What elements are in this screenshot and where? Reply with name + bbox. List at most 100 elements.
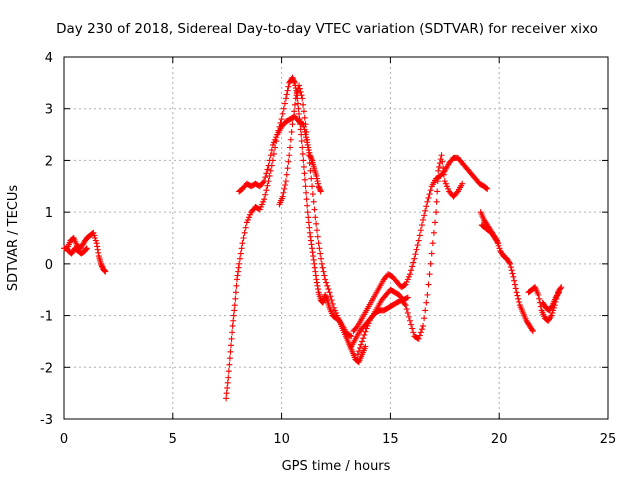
data-point	[412, 251, 419, 258]
data-point	[529, 326, 536, 333]
data-point	[302, 183, 309, 190]
data-point	[318, 260, 325, 267]
data-point	[232, 295, 239, 302]
series-seg3a	[350, 154, 491, 335]
x-tick-label: 20	[491, 432, 508, 447]
data-point	[423, 299, 430, 306]
data-point	[417, 227, 424, 234]
series-seg4b	[478, 222, 502, 247]
y-tick-label: 2	[45, 154, 53, 169]
data-point	[514, 292, 521, 299]
data-point	[314, 233, 321, 240]
data-point	[453, 189, 460, 196]
data-point	[297, 88, 304, 95]
data-point	[263, 170, 270, 177]
data-point	[312, 214, 319, 221]
y-axis-label: SDTVAR / TECUs	[6, 185, 21, 292]
data-marks	[61, 74, 565, 402]
data-point	[270, 139, 277, 146]
data-point	[237, 250, 244, 257]
data-point	[515, 295, 522, 302]
data-point	[304, 144, 311, 151]
data-point	[418, 222, 425, 229]
data-point	[513, 289, 520, 296]
data-point	[421, 315, 428, 322]
y-tick-label: 1	[45, 206, 53, 221]
series-seg2c	[276, 82, 355, 340]
data-point	[264, 166, 271, 173]
data-point	[291, 108, 298, 115]
data-point	[509, 270, 516, 277]
data-point	[279, 110, 286, 117]
data-point	[459, 180, 466, 187]
data-point	[238, 245, 245, 252]
data-point	[422, 207, 429, 214]
y-tick-label: -3	[40, 413, 53, 428]
series-seg1a	[61, 229, 109, 275]
data-point	[257, 203, 264, 210]
data-point	[410, 329, 417, 336]
data-point	[241, 229, 248, 236]
data-point	[317, 250, 324, 257]
data-point	[429, 240, 436, 247]
data-point	[425, 194, 432, 201]
data-point	[414, 242, 421, 249]
plot-frame	[63, 56, 609, 420]
data-point	[262, 191, 269, 198]
data-point	[92, 235, 99, 241]
data-point	[303, 196, 310, 203]
data-point	[347, 332, 354, 339]
data-point	[356, 344, 363, 351]
data-point	[424, 291, 431, 298]
data-point	[507, 260, 514, 267]
chart-title: Day 230 of 2018, Sidereal Day-to-day VTE…	[56, 21, 598, 37]
data-point	[272, 136, 279, 143]
data-point	[428, 250, 435, 257]
data-point	[300, 163, 307, 170]
data-point	[334, 312, 341, 319]
data-point	[535, 291, 542, 298]
data-point	[305, 219, 312, 226]
data-point	[330, 304, 337, 311]
data-point	[324, 282, 331, 289]
data-point	[511, 277, 518, 284]
data-point	[90, 229, 97, 236]
data-point	[331, 307, 338, 314]
data-point	[286, 152, 293, 159]
data-point	[226, 361, 233, 368]
data-point	[266, 157, 273, 164]
data-point	[239, 240, 246, 247]
data-point	[224, 379, 231, 386]
data-point	[556, 289, 563, 296]
data-point	[405, 313, 412, 320]
data-point	[283, 171, 290, 178]
data-point	[296, 110, 303, 117]
data-point	[555, 290, 562, 297]
data-point	[423, 203, 430, 210]
data-point	[354, 351, 361, 358]
data-point	[303, 189, 310, 196]
data-point	[269, 141, 276, 148]
series-seg2b	[236, 113, 324, 195]
data-point	[529, 328, 536, 335]
y-tick-label: -1	[40, 310, 53, 325]
data-point	[306, 160, 313, 167]
data-point	[247, 211, 254, 218]
data-point	[313, 227, 320, 234]
data-point	[484, 185, 491, 192]
data-point	[311, 206, 318, 213]
data-point	[230, 317, 237, 324]
data-point	[278, 116, 285, 123]
data-point	[536, 295, 543, 302]
data-point	[506, 259, 513, 266]
data-point	[313, 220, 320, 227]
y-tick-labels: -3 -2 -1 0 1 2 3 4	[40, 51, 53, 428]
data-point	[510, 273, 517, 280]
data-point	[299, 95, 306, 102]
data-point	[265, 162, 272, 169]
data-point	[359, 338, 366, 345]
data-point	[305, 152, 312, 159]
data-point	[403, 295, 410, 302]
data-point	[295, 105, 302, 112]
